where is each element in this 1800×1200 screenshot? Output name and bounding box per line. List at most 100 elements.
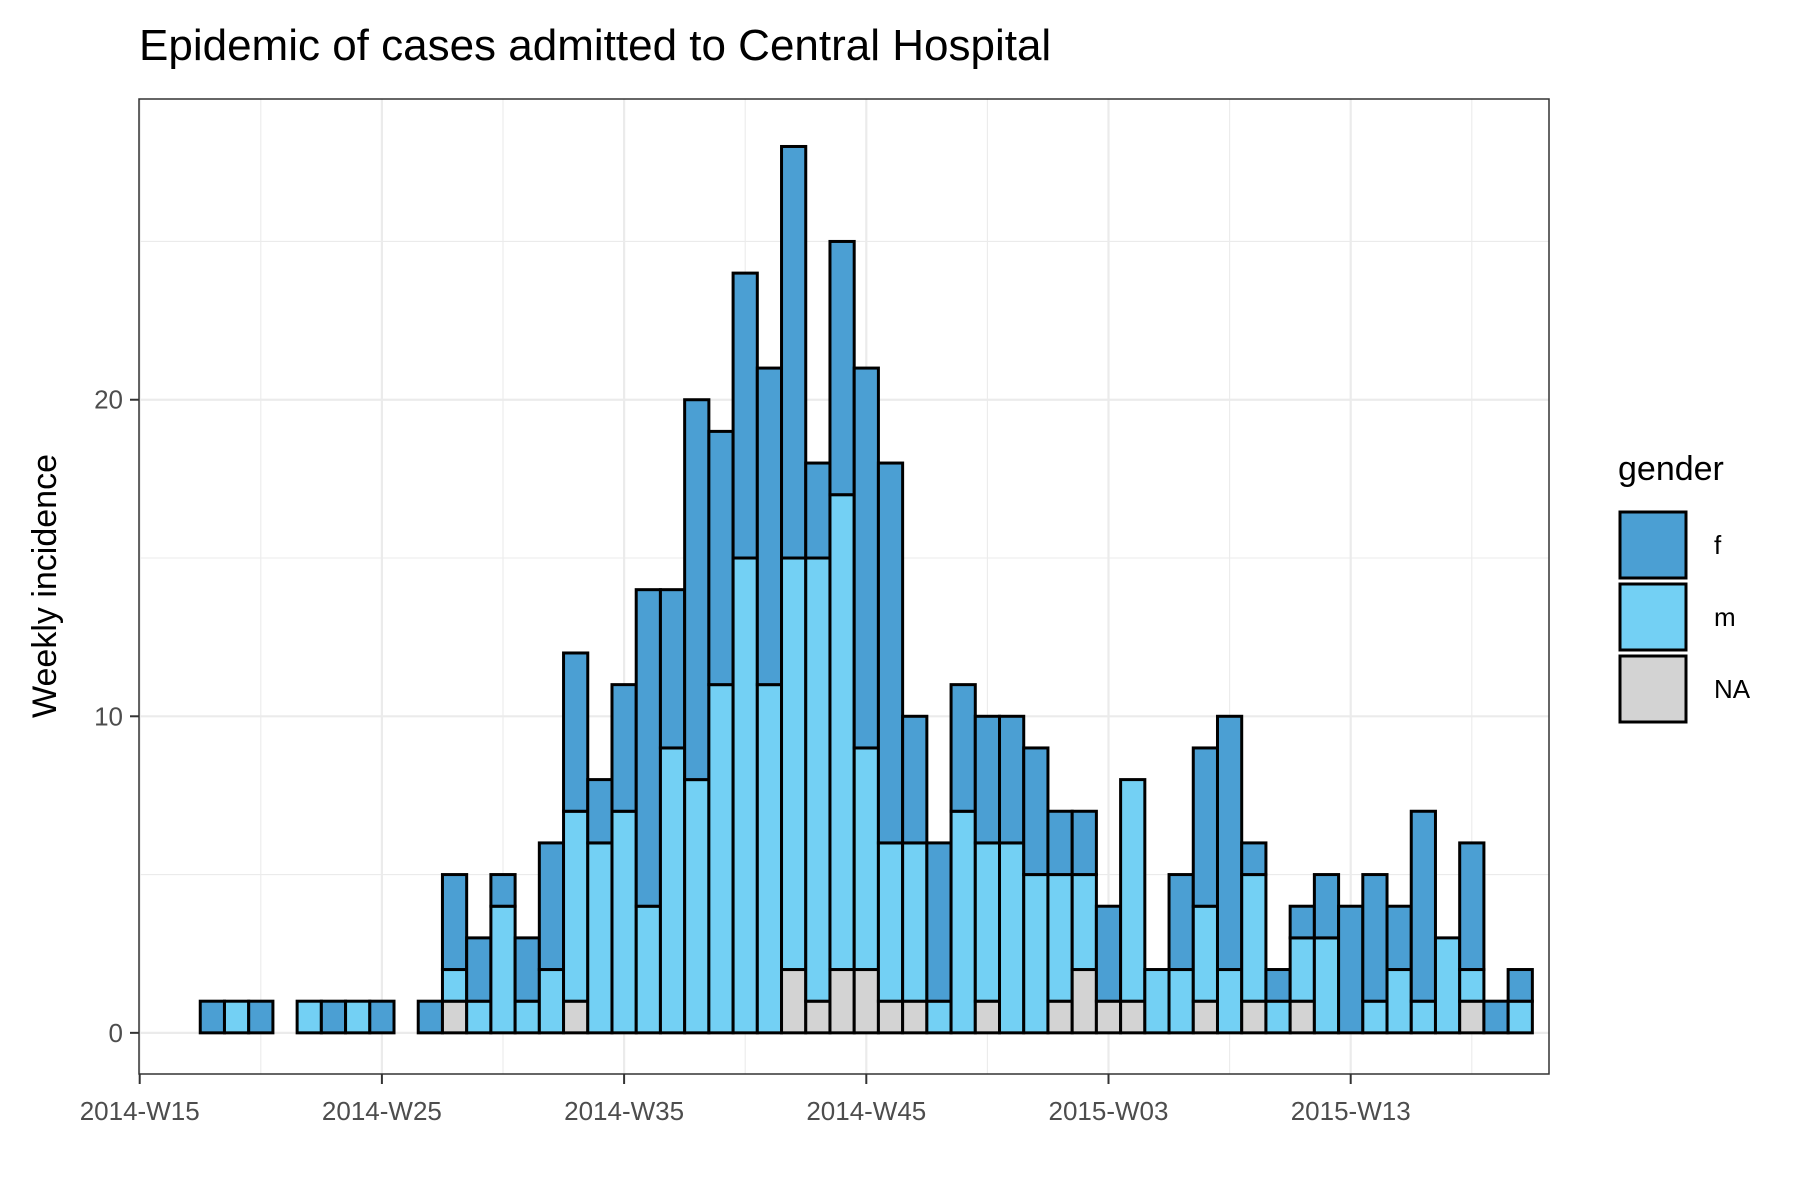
bar-layer: [198, 144, 1534, 1035]
bar-f-2015-W12: [1312, 873, 1341, 940]
bar-m-2015-W12: [1312, 936, 1341, 1035]
chart-title: Epidemic of cases admitted to Central Ho…: [139, 21, 1051, 70]
bar-NA-2015-W09: [1240, 999, 1268, 1035]
bar-m-2014-W29: [465, 999, 493, 1035]
bar-f-2014-W28: [440, 873, 469, 972]
bar-f-2014-W18: [198, 999, 226, 1035]
bar-f-2014-W51: [998, 714, 1026, 845]
bar-f-2015-W18: [1458, 841, 1486, 972]
bar-f-2014-W44: [828, 239, 856, 497]
bar-m-2014-W44: [828, 493, 856, 972]
bar-m-2015-W16: [1409, 999, 1437, 1035]
bar-f-2014-W47: [901, 714, 929, 845]
legend-key-m: [1618, 582, 1688, 652]
bar-f-2015-W03: [1094, 904, 1123, 1003]
bar-NA-2014-W33: [562, 999, 590, 1035]
x-tick-label: 2014-W25: [322, 1096, 442, 1126]
y-tick-label: 20: [94, 385, 123, 415]
bar-f-2015-W13: [1337, 904, 1365, 1035]
x-tick-label: 2014-W15: [80, 1096, 200, 1126]
bar-m-2015-W02: [1070, 873, 1098, 972]
bar-f-2014-W27: [416, 999, 444, 1035]
legend-key-NA: [1618, 654, 1688, 724]
bar-m-2014-W22: [295, 999, 323, 1035]
bar-NA-2015-W02: [1070, 968, 1098, 1035]
legend-label-m: m: [1714, 602, 1736, 632]
legend-title: gender: [1618, 450, 1724, 488]
bar-f-2015-W11: [1288, 904, 1316, 940]
bar-m-2014-W36: [634, 904, 662, 1035]
x-tick-label: 2015-W13: [1291, 1096, 1411, 1126]
bar-m-2015-W09: [1240, 873, 1268, 1003]
bar-NA-2015-W18: [1458, 999, 1486, 1035]
bar-NA-2015-W01: [1046, 999, 1074, 1035]
bar-NA-2014-W50: [973, 999, 1002, 1035]
y-tick-label: 0: [109, 1018, 123, 1048]
bar-f-2014-W40: [731, 271, 759, 560]
bar-f-2015-W01: [1046, 809, 1074, 877]
bar-m-2015-W14: [1361, 999, 1389, 1035]
bar-m-2014-W41: [755, 683, 784, 1035]
bar-NA-2014-W45: [852, 968, 880, 1035]
bar-f-2014-W38: [683, 398, 711, 782]
panel-border: [138, 98, 1550, 1075]
bar-NA-2015-W03: [1094, 999, 1123, 1035]
bar-m-2014-W19: [222, 999, 251, 1035]
bar-f-2014-W41: [755, 366, 784, 687]
bar-f-2015-W20: [1506, 968, 1534, 1003]
bar-f-2014-W35: [610, 683, 638, 813]
x-tick-label: 2015-W03: [1049, 1096, 1169, 1126]
bar-f-2014-W42: [780, 144, 808, 560]
x-tick-label: 2014-W35: [564, 1096, 684, 1126]
bar-f-2015-W19: [1482, 999, 1510, 1035]
bar-m-2014-W51: [998, 841, 1026, 1035]
bar-m-2014-W48: [925, 999, 953, 1035]
bar-m-2014-W50: [973, 841, 1002, 1003]
legend-key-f: [1618, 510, 1688, 580]
bar-m-2015-W08: [1215, 968, 1244, 1035]
bar-f-2014-W29: [465, 936, 493, 1003]
y-axis: 0 10 20: [94, 385, 139, 1048]
bar-NA-2014-W28: [440, 999, 469, 1035]
bar-NA-2014-W47: [901, 999, 929, 1035]
bar-m-2014-W30: [489, 904, 517, 1035]
bar-f-2015-W06: [1167, 873, 1195, 972]
bar-f-2014-W31: [513, 936, 541, 1003]
bar-m-2014-W28: [440, 968, 469, 1003]
bar-f-2015-W16: [1409, 809, 1437, 1003]
legend-label-NA: NA: [1714, 674, 1751, 704]
bar-m-2015-W20: [1506, 999, 1534, 1035]
bar-m-2015-W11: [1288, 936, 1316, 1003]
bar-m-2015-W15: [1385, 968, 1413, 1035]
bar-m-2014-W47: [901, 841, 929, 1003]
legend-label-f: f: [1714, 530, 1722, 560]
bar-f-2014-W37: [658, 588, 687, 750]
bar-m-2015-W10: [1264, 999, 1292, 1035]
bar-f-2015-W10: [1264, 968, 1292, 1003]
bar-f-2014-W48: [925, 841, 953, 1003]
bar-m-2014-W33: [562, 809, 590, 1003]
bar-f-2015-W15: [1385, 904, 1413, 972]
bar-m-2015-W17: [1433, 936, 1462, 1035]
bar-m-2015-W06: [1167, 968, 1195, 1035]
bar-f-2014-W33: [562, 651, 590, 813]
bar-f-2014-W52: [1022, 746, 1050, 877]
bar-f-2014-W20: [247, 999, 275, 1035]
bar-m-2014-W34: [586, 841, 614, 1035]
bar-f-2014-W23: [319, 999, 348, 1035]
bar-m-2014-W39: [707, 683, 735, 1035]
bar-f-2014-W36: [634, 588, 662, 908]
bar-m-2014-W40: [731, 556, 759, 1035]
bar-f-2015-W08: [1215, 714, 1244, 972]
bar-f-2014-W39: [707, 429, 735, 687]
bar-m-2014-W38: [683, 778, 711, 1035]
y-tick-label: 10: [94, 701, 123, 731]
bar-m-2014-W46: [876, 841, 905, 1003]
bar-f-2015-W09: [1240, 841, 1268, 877]
bar-m-2015-W01: [1046, 873, 1074, 1003]
bar-f-2014-W25: [368, 999, 396, 1035]
bar-f-2014-W30: [489, 873, 517, 908]
legend: gender f m NA: [1618, 450, 1751, 724]
bar-m-2015-W05: [1143, 968, 1171, 1035]
